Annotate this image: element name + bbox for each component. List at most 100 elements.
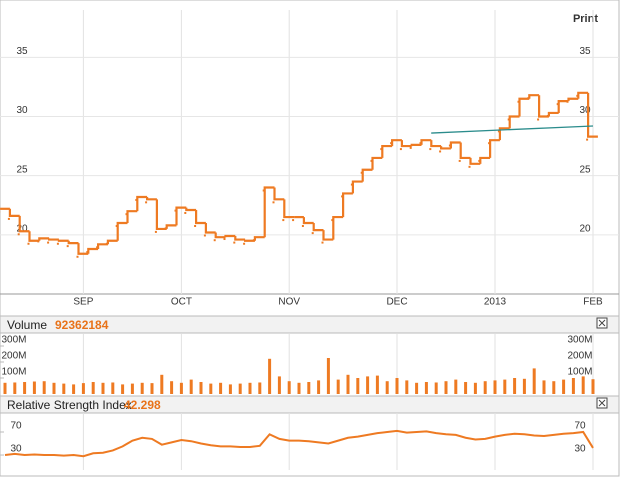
price-bar (57, 239, 69, 242)
volume-bar (179, 382, 183, 394)
price-bar (48, 238, 59, 241)
volume-bar (81, 383, 85, 394)
price-bar (38, 237, 50, 241)
volume-bar (532, 368, 536, 394)
price-bar (508, 115, 520, 129)
price-bar (116, 221, 128, 241)
y-tick-label: 30 (10, 444, 22, 455)
volume-bar (140, 382, 144, 394)
price-bar (146, 196, 157, 201)
y-tick-label: 300M (1, 335, 26, 346)
volume-bar (317, 380, 321, 394)
x-tick-label: 2013 (484, 297, 507, 308)
volume-bar (356, 378, 360, 394)
volume-bar (375, 375, 379, 394)
volume-bar (277, 376, 281, 394)
price-bar (155, 199, 167, 231)
price-bar (185, 207, 197, 212)
price-bar (342, 192, 353, 218)
volume-bar (513, 378, 517, 394)
price-bar (538, 95, 549, 118)
volume-bar (72, 384, 76, 394)
volume-bar (258, 382, 262, 394)
volume-bar (444, 381, 448, 394)
volume-bar (219, 382, 223, 394)
print-link[interactable]: Print (573, 13, 598, 25)
rsi-header (0, 395, 620, 414)
price-bar (361, 168, 373, 182)
volume-bar (503, 379, 507, 394)
volume-bar (405, 380, 409, 394)
volume-bar (424, 382, 428, 394)
volume-bar (52, 382, 56, 394)
y-tick-label: 30 (16, 105, 28, 116)
panel-value: 92362184 (55, 318, 109, 332)
x-tick-label: NOV (278, 297, 300, 308)
volume-bar (111, 382, 115, 394)
volume-bar (189, 379, 193, 394)
volume-bar (571, 378, 575, 394)
close-button[interactable] (596, 317, 608, 329)
x-tick-label: OCT (171, 297, 192, 308)
rsi-line (4, 429, 594, 458)
volume-bar (42, 381, 46, 394)
volume-bar (415, 382, 419, 394)
price-bar (430, 140, 442, 148)
panel-title: Relative Strength Index (7, 398, 132, 412)
y-tick-label: 70 (574, 421, 586, 432)
volume-bar (130, 383, 134, 394)
y-tick-label: 70 (10, 421, 22, 432)
x-tick-label: FEB (583, 297, 603, 308)
price-bar (302, 217, 314, 225)
price-bar (400, 140, 412, 148)
volume-bar (150, 383, 154, 394)
volume-bar (591, 379, 595, 394)
volume-bar (32, 381, 36, 394)
panel-value: 42.298 (124, 398, 161, 412)
volume-bar (552, 381, 556, 394)
price-bar (528, 94, 540, 99)
volume-bar (307, 382, 311, 394)
volume-bar (346, 374, 350, 394)
volume-header (0, 315, 620, 334)
volume-bar (160, 374, 164, 394)
price-bar (312, 223, 324, 232)
y-tick-label: 35 (16, 46, 28, 57)
price-bar (567, 97, 579, 102)
price-bar (263, 186, 275, 238)
volume-bar (483, 381, 487, 394)
y-tick-label: 25 (16, 164, 28, 175)
price-bar (67, 240, 79, 245)
volume-bar (395, 378, 399, 394)
volume-bar (248, 382, 252, 394)
volume-bar (13, 382, 17, 394)
price-bar (577, 91, 589, 99)
y-tick-label: 200M (1, 351, 26, 362)
price-bar (165, 224, 177, 229)
price-bar (204, 223, 216, 234)
price-bar (351, 180, 363, 194)
price-bar (283, 199, 295, 219)
volume-bar (542, 380, 546, 394)
volume-bar (101, 382, 105, 394)
price-bar (175, 206, 187, 226)
x-tick-label: DEC (386, 297, 407, 308)
price-bar (87, 247, 99, 254)
volume-bar (454, 379, 458, 394)
price-bar (459, 142, 471, 160)
y-tick-label: 100M (567, 367, 592, 378)
price-bar (8, 208, 20, 217)
y-tick-label: 35 (579, 46, 591, 57)
price-bar (28, 231, 40, 242)
volume-bar (366, 376, 370, 394)
close-button[interactable] (596, 397, 608, 409)
price-bar (449, 141, 461, 149)
volume-bar (23, 382, 27, 394)
volume-bar (199, 382, 203, 394)
volume-bar (473, 382, 477, 394)
price-bar (371, 156, 383, 170)
volume-bar (268, 358, 272, 394)
